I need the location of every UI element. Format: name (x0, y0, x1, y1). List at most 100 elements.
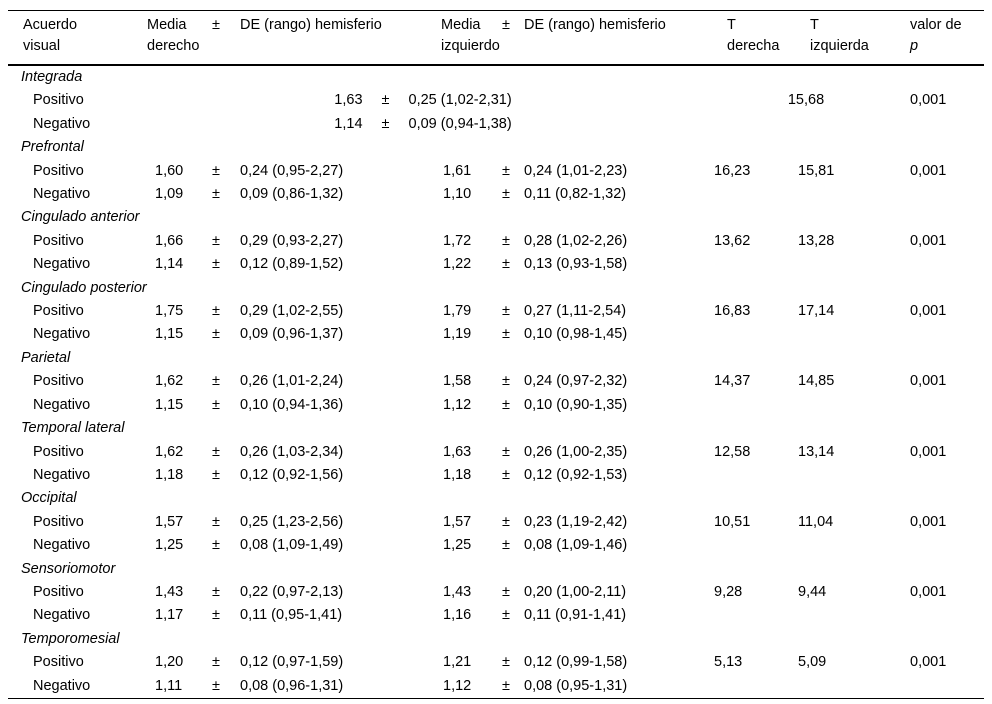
de-rango-izquierdo: 0,11 (0,91-1,41) (524, 607, 627, 624)
de-rango-izquierdo: 0,12 (0,92-1,53) (524, 466, 628, 483)
plus-minus-sign: ± (212, 443, 220, 460)
mean-izquierdo: 1,43 (443, 583, 472, 600)
t-derecha-value: 14,37 (714, 373, 751, 390)
de-rango-izquierdo: 0,12 (0,99-1,58) (524, 654, 628, 671)
de-rango-izquierdo: 0,27 (1,11-2,54) (524, 303, 627, 320)
mean-derecho: 1,43 (155, 583, 184, 600)
mean-derecho: 1,60 (155, 162, 184, 179)
header-t-derecha: T derecha (714, 10, 798, 66)
section-name: Parietal (21, 349, 71, 366)
plus-minus-sign: ± (212, 654, 220, 671)
data-row: Negativo 1,14 ±0,12 (0,89-1,52) 1,22 ±0,13 (… (8, 253, 984, 276)
header-plus-minus-derecho: ± (196, 10, 236, 66)
data-row: Positivo 1,20 ±0,12 (0,97-1,59) 1,21 ±0,12 (… (8, 651, 984, 674)
plus-minus-sign: ± (502, 186, 510, 203)
data-row: Negativo 1,14 ±0,09 (0,94-1,38) (8, 113, 984, 136)
section-row: Occipital (8, 487, 984, 510)
mean-derecho: 1,14 (155, 256, 184, 273)
p-value: 0,001 (910, 654, 947, 671)
row-label: Positivo (33, 232, 84, 249)
t-derecha-value: 5,13 (714, 654, 743, 671)
plus-minus-sign: ± (502, 466, 510, 483)
de-rango-izquierdo: 0,11 (0,82-1,32) (524, 186, 627, 203)
data-row: Positivo 1,62 ±0,26 (1,03-2,34) 1,63 ±0,26 (… (8, 441, 984, 464)
mean-derecho: 1,17 (155, 607, 184, 624)
header-media-derecho: Media derecho (140, 10, 199, 66)
t-derecha-value (714, 394, 798, 417)
p-value: 0,001 (910, 513, 947, 530)
section-row: Sensoriomotor (8, 558, 984, 581)
section-name: Occipital (21, 490, 77, 507)
de-rango-derecho: 0,09 (0,96-1,37) (240, 326, 344, 343)
row-label: Negativo (33, 466, 91, 483)
de-rango-derecho: 0,24 (0,95-2,27) (240, 162, 344, 179)
mean-izquierdo: 1,19 (443, 326, 472, 343)
mean-izquierdo: 1,21 (443, 654, 472, 671)
mean-derecho: 1,15 (155, 396, 184, 413)
t-izquierda-value: 11,04 (798, 513, 834, 530)
section-row: Cingulado anterior (8, 206, 984, 229)
section-row: Parietal (8, 347, 984, 370)
de-rango-izquierdo: 0,24 (1,01-2,23) (524, 162, 628, 179)
mean-izquierdo: 1,16 (443, 607, 472, 624)
header-media-izquierdo: Media izquierdo (436, 10, 500, 66)
t-izquierda-value: 13,14 (798, 443, 835, 460)
plus-minus-sign: ± (212, 232, 220, 249)
row-label: Positivo (33, 443, 84, 460)
p-value: 0,001 (910, 92, 947, 109)
row-label: Negativo (33, 186, 91, 203)
data-row: Positivo 1,43 ±0,22 (0,97-2,13) 1,43 ±0,20 (… (8, 581, 984, 604)
mean-izquierdo: 1,18 (443, 466, 472, 483)
de-rango-derecho: 0,08 (0,96-1,31) (240, 677, 344, 694)
header-de-rango-derecho: DE (rango) hemisferio (236, 10, 436, 66)
data-row: Negativo 1,17 ±0,11 (0,95-1,41) 1,16 ±0,11 (… (8, 604, 984, 627)
row-label: Negativo (33, 396, 91, 413)
header-de-rango-izquierdo: DE (rango) hemisferio (524, 10, 714, 66)
data-row: Positivo 1,63 ±0,25 (1,02-2,31) 15,68 0,001 (8, 89, 984, 112)
data-row: Negativo 1,18 ±0,12 (0,92-1,56) 1,18 ±0,12 (… (8, 464, 984, 487)
header-valor-de-p: valor de p (898, 10, 984, 66)
plus-minus-sign: ± (212, 186, 220, 203)
plus-minus-sign: ± (502, 443, 510, 460)
t-izquierda-value (798, 323, 898, 346)
plus-minus-sign: ± (381, 92, 390, 109)
t-izquierda-value (798, 675, 898, 699)
plus-minus-sign: ± (502, 373, 510, 390)
mean-derecho: 1,62 (155, 373, 184, 390)
mean-izquierdo: 1,58 (443, 373, 472, 390)
mean-derecho: 1,20 (155, 654, 184, 671)
plus-minus-sign: ± (502, 677, 510, 694)
section-row: Prefrontal (8, 136, 984, 159)
de-rango-derecho: 0,08 (1,09-1,49) (240, 537, 344, 554)
mean-derecho: 1,11 (155, 677, 183, 694)
section-name: Temporal lateral (21, 420, 125, 437)
header-plus-minus-izquierdo: ± (488, 10, 524, 66)
combined-de-rango: 0,25 (1,02-2,31) (408, 92, 512, 109)
header-row: Acuerdo visual Media derecho ± DE (rango… (8, 10, 984, 66)
de-rango-izquierdo: 0,20 (1,00-2,11) (524, 583, 627, 600)
row-label: Negativo (33, 607, 91, 624)
row-label: Positivo (33, 303, 84, 320)
plus-minus-sign: ± (212, 677, 220, 694)
mean-izquierdo: 1,72 (443, 232, 472, 249)
data-row: Positivo 1,62 ±0,26 (1,01-2,24) 1,58 ±0,24 (… (8, 370, 984, 393)
data-row: Positivo 1,57 ±0,25 (1,23-2,56) 1,57 ±0,23 (… (8, 511, 984, 534)
data-row: Negativo 1,15 ±0,10 (0,94-1,36) 1,12 ±0,10 (… (8, 394, 984, 417)
t-izquierda-value (798, 464, 898, 487)
row-label: Positivo (33, 583, 84, 600)
section-name: Cingulado posterior (21, 279, 147, 296)
row-label: Positivo (33, 654, 84, 671)
t-derecha-value (714, 183, 798, 206)
t-derecha-value (714, 253, 798, 276)
plus-minus-sign: ± (212, 466, 220, 483)
de-rango-derecho: 0,26 (1,01-2,24) (240, 373, 344, 390)
header-t-izquierda: T izquierda (798, 10, 898, 66)
t-derecha-value (714, 464, 798, 487)
de-rango-izquierdo: 0,24 (0,97-2,32) (524, 373, 628, 390)
section-name: Temporomesial (21, 630, 120, 647)
plus-minus-sign: ± (502, 256, 510, 273)
de-rango-izquierdo: 0,13 (0,93-1,58) (524, 256, 628, 273)
plus-minus-sign: ± (212, 607, 220, 624)
t-izquierda-value: 9,44 (798, 583, 827, 600)
section-row: Temporal lateral (8, 417, 984, 440)
